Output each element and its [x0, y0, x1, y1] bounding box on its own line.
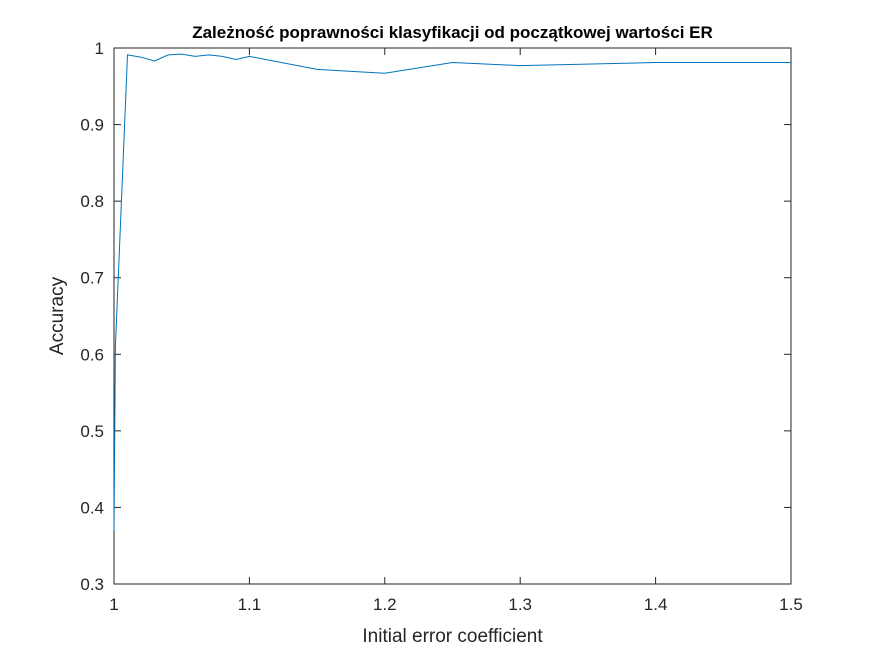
x-axis: 1 1.1 1.2 1.3 1.4 1.5: [109, 48, 803, 614]
x-tick-label: 1.1: [238, 595, 262, 614]
chart-title: Zależność poprawności klasyfikacji od po…: [192, 23, 713, 42]
x-tick-label: 1: [109, 595, 118, 614]
x-tick-label: 1.2: [373, 595, 397, 614]
x-tick-label: 1.3: [508, 595, 532, 614]
y-tick-label: 0.3: [80, 575, 104, 594]
series-layer: [113, 53, 791, 531]
x-axis-label: Initial error coefficient: [362, 626, 543, 647]
plot-area: [113, 47, 792, 585]
series-line: [113, 53, 791, 531]
x-tick-label: 1.4: [644, 595, 668, 614]
y-tick-label: 0.5: [80, 422, 104, 441]
y-axis-label: Accuracy: [47, 276, 68, 355]
y-tick-label: 0.8: [80, 192, 104, 211]
y-tick-label: 0.4: [80, 498, 104, 517]
y-tick-label: 0.6: [80, 345, 104, 364]
x-tick-label: 1.5: [779, 595, 803, 614]
y-tick-label: 0.9: [80, 116, 104, 135]
y-tick-label: 1: [95, 39, 104, 58]
y-axis: 0.3 0.4 0.5 0.6 0.7 0.8 0.9 1: [80, 39, 791, 594]
y-tick-label: 0.7: [80, 269, 104, 288]
